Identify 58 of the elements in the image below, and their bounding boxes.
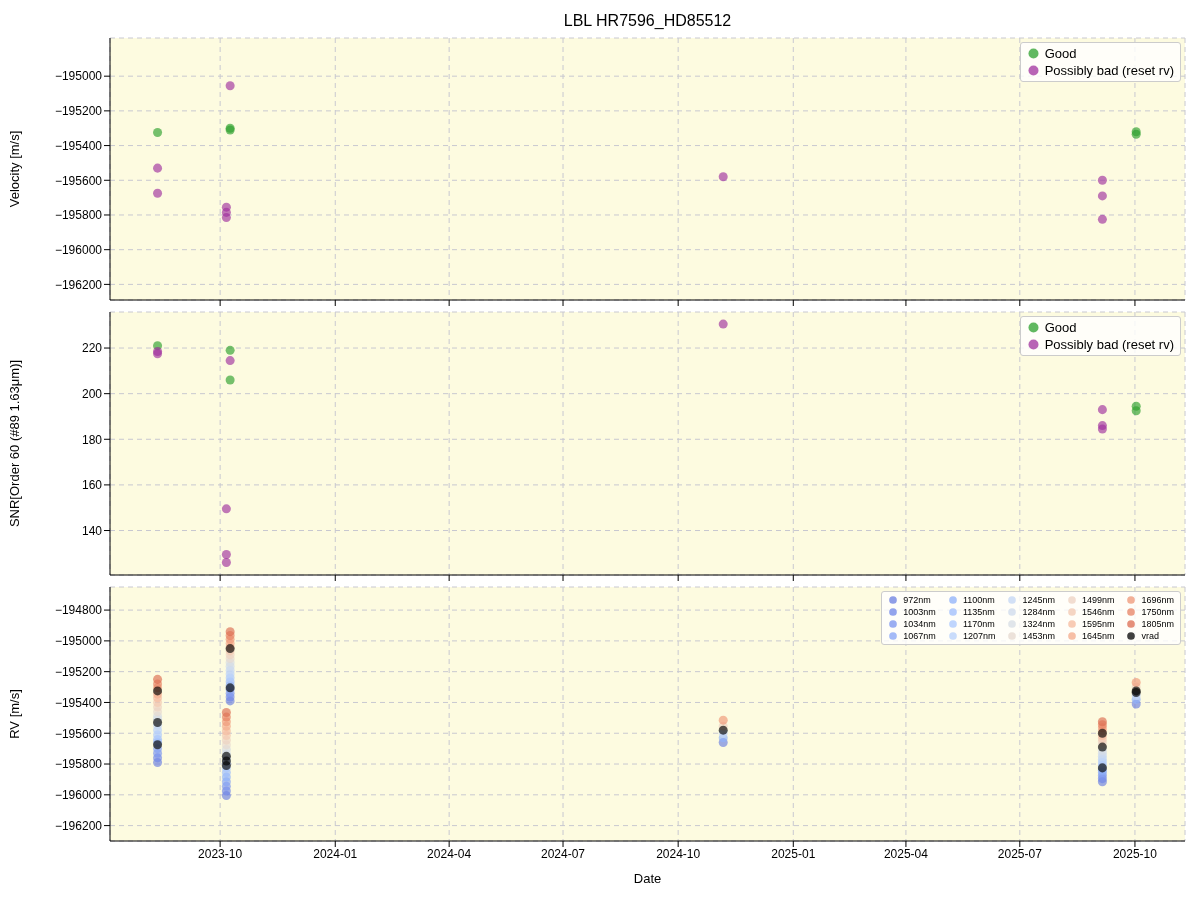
legend-label: 1207nm — [962, 631, 996, 641]
y-tick-label: 180 — [81, 432, 103, 447]
legend-label: 1499nm — [1081, 595, 1115, 605]
legend-label: 1245nm — [1022, 595, 1055, 605]
y-tick-label: 220 — [81, 341, 103, 356]
y-tick-label: −196200 — [54, 818, 103, 833]
y-tick-label: −195600 — [54, 173, 103, 188]
legend-label: 1750nm — [1141, 607, 1174, 617]
legend-label: 1100nm — [962, 595, 995, 605]
legend-label: 1453nm — [1022, 631, 1055, 641]
x-tick-label: 2025-07 — [997, 846, 1043, 861]
y-tick-label: 140 — [81, 523, 103, 538]
y-tick-label: −195000 — [54, 69, 103, 84]
x-tick-label: 2024-04 — [427, 846, 472, 861]
legend-label: 1805nm — [1141, 619, 1174, 629]
chart-title: LBL HR7596_HD85512 — [562, 12, 733, 30]
x-axis-title: Date — [633, 871, 662, 886]
legend-label: 1546nm — [1081, 607, 1115, 617]
x-tick-label: 2024-10 — [656, 846, 701, 861]
y-tick-label: −196000 — [54, 788, 103, 803]
legend-label: Good — [1044, 320, 1077, 335]
x-tick-label: 2025-01 — [771, 846, 816, 861]
y-tick-label: 160 — [81, 478, 103, 493]
x-tick-label: 2023-10 — [198, 846, 243, 861]
legend-label: 1595nm — [1081, 619, 1115, 629]
y-tick-label: −196200 — [54, 277, 103, 292]
y-tick-label: −195400 — [54, 138, 103, 153]
legend-label: 1645nm — [1081, 631, 1115, 641]
legend-label: 1324nm — [1022, 619, 1055, 629]
x-tick-label: 2024-07 — [541, 846, 586, 861]
legend-label: 1067nm — [903, 631, 936, 641]
y-tick-label: −195600 — [54, 726, 103, 741]
legend-label: Possibly bad (reset rv) — [1044, 63, 1174, 78]
y-tick-label: −196000 — [54, 242, 103, 257]
y-tick-label: −195800 — [54, 208, 103, 223]
y-tick-label: −195000 — [54, 634, 103, 649]
y-axis-title: RV [m/s] — [6, 689, 22, 739]
y-tick-label: −195800 — [54, 757, 103, 772]
x-tick-label: 2025-10 — [1112, 846, 1158, 861]
y-tick-label: −195400 — [54, 695, 103, 710]
legend-label: 1135nm — [962, 607, 995, 617]
x-tick-label: 2024-01 — [313, 846, 358, 861]
legend-label: Good — [1044, 46, 1077, 61]
x-tick-label: 2025-04 — [883, 846, 929, 861]
y-tick-label: −194800 — [54, 603, 103, 618]
y-tick-label: −195200 — [54, 104, 103, 119]
legend-label: 1003nm — [903, 607, 936, 617]
y-axis-title: SNR[Order 60 (#89 1.63μm)] — [6, 359, 22, 528]
legend-label: 1284nm — [1022, 607, 1055, 617]
legend-label: vrad — [1141, 631, 1159, 641]
y-tick-label: −195200 — [54, 664, 103, 679]
legend-label: 1170nm — [962, 619, 995, 629]
y-axis-title: Velocity [m/s] — [6, 130, 22, 208]
y-tick-label: 200 — [81, 386, 103, 401]
legend-label: 1696nm — [1141, 595, 1174, 605]
legend-label: Possibly bad (reset rv) — [1044, 337, 1174, 352]
legend-label: 972nm — [903, 595, 931, 605]
legend-label: 1034nm — [903, 619, 936, 629]
